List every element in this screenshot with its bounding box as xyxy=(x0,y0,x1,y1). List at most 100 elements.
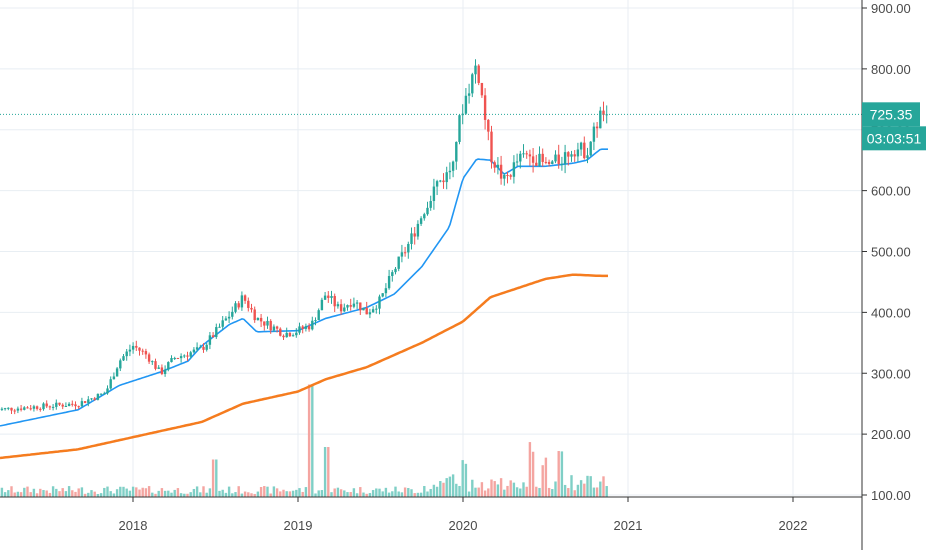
volume-bar xyxy=(253,493,256,497)
volume-bar xyxy=(397,491,400,497)
candle-body xyxy=(128,349,132,352)
candle-body xyxy=(224,318,228,321)
candle-body xyxy=(375,308,378,310)
volume-bar xyxy=(285,491,288,497)
volume-bar xyxy=(211,459,215,497)
candle-body xyxy=(93,398,96,400)
volume-bar xyxy=(138,489,141,497)
volume-bar xyxy=(192,488,196,497)
candle-body xyxy=(551,161,554,164)
candle-body xyxy=(464,95,468,114)
volume-bar xyxy=(13,492,16,497)
volume-bar xyxy=(371,490,375,497)
volume-bar xyxy=(263,486,266,497)
candle-body xyxy=(10,407,13,411)
candle-body xyxy=(7,407,10,409)
volume-bar xyxy=(352,488,356,497)
candle-body xyxy=(547,161,551,164)
candle-body xyxy=(362,307,365,311)
candle-body xyxy=(515,161,519,163)
candle-body xyxy=(442,180,445,183)
volume-bar xyxy=(221,489,224,497)
candle-body xyxy=(237,303,240,308)
volume-bar xyxy=(445,478,448,497)
candle-body xyxy=(99,393,103,395)
volume-bar xyxy=(170,492,173,497)
volume-bar xyxy=(381,491,384,497)
candle-body xyxy=(285,332,288,338)
candle-body xyxy=(519,153,522,162)
volume-bar xyxy=(154,493,157,497)
volume-bar xyxy=(71,490,74,497)
candle-body xyxy=(525,153,528,155)
volume-bar xyxy=(224,492,228,497)
candle-body xyxy=(263,321,266,326)
candle-body xyxy=(538,153,541,166)
candle-body xyxy=(176,358,180,360)
volume-bar xyxy=(32,488,36,497)
candle-body xyxy=(579,142,583,150)
volume-bar xyxy=(147,486,151,497)
candle-body xyxy=(490,131,493,163)
time-tick-label: 2021 xyxy=(614,518,643,533)
candle-body xyxy=(570,154,573,157)
volume-bar xyxy=(77,488,80,497)
volume-bar xyxy=(35,493,39,497)
volume-bar xyxy=(490,479,493,497)
candle-body xyxy=(189,352,192,357)
candle-body xyxy=(208,335,212,345)
volume-bar xyxy=(135,487,138,497)
candle-body xyxy=(506,174,509,176)
volume-bar xyxy=(3,492,7,497)
candle-body xyxy=(51,406,55,408)
ma-fast-line xyxy=(0,148,608,427)
volume-bar xyxy=(547,487,551,497)
candle-body xyxy=(163,369,167,375)
candle-body xyxy=(138,347,141,351)
candle-body xyxy=(16,408,20,411)
volume-bar xyxy=(90,490,93,497)
volume-bar xyxy=(461,460,464,497)
candle-body xyxy=(567,152,570,157)
volume-bar xyxy=(125,488,128,497)
volume-bar xyxy=(42,490,45,497)
volume-bar xyxy=(535,486,538,497)
volume-bar xyxy=(365,493,368,497)
candle-body xyxy=(125,351,128,357)
volume-bar xyxy=(96,493,100,497)
candle-body xyxy=(195,347,199,350)
volume-bar xyxy=(99,493,103,497)
volume-bar xyxy=(327,447,330,497)
candle-body xyxy=(0,408,4,410)
grid-lines xyxy=(0,0,862,497)
volume-bar xyxy=(451,474,455,497)
volume-bar xyxy=(602,476,605,497)
candle-body xyxy=(576,149,580,157)
candle-body xyxy=(381,293,384,297)
volume-bar xyxy=(525,486,528,497)
candle-body xyxy=(266,320,269,326)
volume-bar xyxy=(458,485,461,497)
volume-bar xyxy=(464,463,468,497)
price-tick-label: 100.00 xyxy=(871,488,911,503)
volume-bar xyxy=(208,488,212,497)
time-tick-label: 2019 xyxy=(284,518,313,533)
candle-body xyxy=(528,154,532,157)
candle-body xyxy=(218,326,221,328)
candle-body xyxy=(541,153,544,162)
candle-body xyxy=(179,356,183,359)
candle-body xyxy=(35,406,39,409)
price-badges: 725.35 03:03:51 xyxy=(862,102,926,151)
volume-bar xyxy=(173,489,176,497)
volume-bar xyxy=(519,488,522,497)
volume-bar xyxy=(586,475,589,497)
time-tick-label: 2020 xyxy=(449,518,478,533)
candle-body xyxy=(103,393,106,395)
candle-body xyxy=(448,170,452,173)
candle-body xyxy=(39,408,42,410)
volume-bar xyxy=(573,490,576,497)
volume-bar xyxy=(176,488,180,497)
candle-body xyxy=(589,141,592,156)
